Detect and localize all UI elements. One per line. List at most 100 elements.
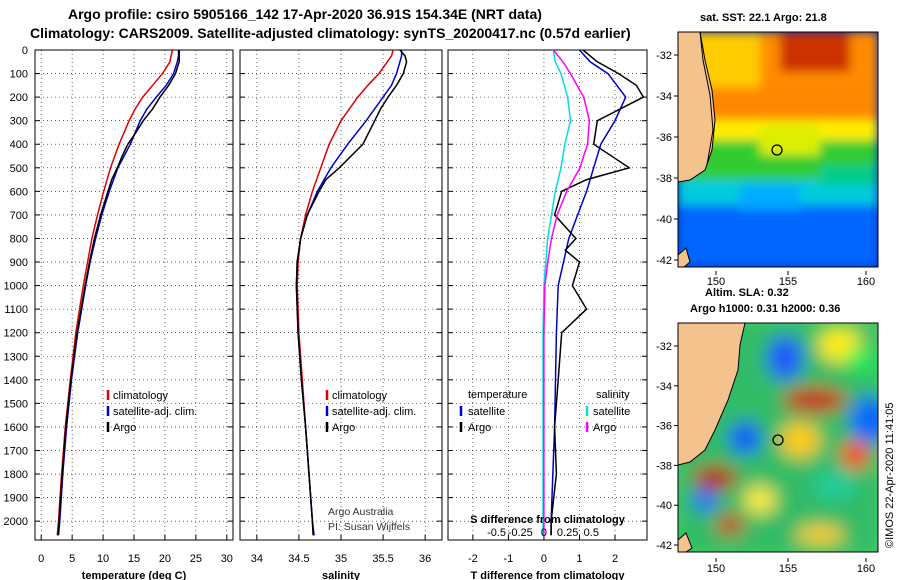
map-lon-label: 150 [707,276,725,288]
pressure-tick-label: 300 [10,116,28,128]
map-lon-label: 160 [857,563,875,575]
sla-map-title-1: Altim. SLA: 0.32 [705,287,789,299]
x-tick-label: 2 [612,553,618,565]
map-lat-label: -32 [656,341,672,353]
difference-panel: -2 -1 0 1 2 T difference from climatology -0.5… [447,49,648,580]
series-group [56,50,180,536]
map-lon-label: 155 [779,563,797,575]
title-line-1: Argo profile: csiro 5905166_142 17-Apr-2… [68,6,542,22]
x-tick-label: 36 [419,553,431,565]
series-line-s-satellite [542,50,572,536]
x-tick-label: 20 [159,553,171,565]
map-lat-label: -34 [656,91,672,103]
x-axis-label: salinity [322,570,361,580]
pressure-tick-label: 1500 [4,398,28,410]
pressure-tick-label: 600 [10,186,28,198]
x-axis-label: T difference from climatology [470,570,625,580]
x-tick-label: 34.5 [288,553,309,565]
credit-line-1: Argo Australia [328,506,394,518]
map-lat-label: -38 [656,460,672,472]
pressure-tick-label: 1100 [4,304,28,316]
x-axis-label: temperature (deg C) [82,570,187,580]
pressure-tick-label: 1200 [4,328,28,340]
map-lat-label: -32 [656,50,672,62]
legend-label: satellite-adj. clim. [113,406,197,418]
pressure-tick-label: 1700 [4,445,28,457]
legend-label: satellite [593,406,630,418]
s-tick-label: -0.25 [508,527,533,539]
legend-label: Argo [113,422,136,434]
x-tick-label: -1 [504,553,514,565]
series-line-argo [295,50,408,536]
argo-position-marker-sst [771,144,783,156]
x-tick-label: 5 [69,553,75,565]
map-lon-label: 155 [779,276,797,288]
legend-label: satellite [468,406,505,418]
pressure-tick-label: 1900 [4,493,28,505]
map-lon-label: 150 [707,563,725,575]
x-tick-label: 1 [576,553,582,565]
legend-title-temperature: temperature [468,389,527,401]
pressure-tick-label: 700 [10,210,28,222]
sst-map-title: sat. SST: 22.1 Argo: 21.8 [700,12,827,24]
x-tick-label: 30 [221,553,233,565]
legend-title-salinity: salinity [596,389,630,401]
temperature-panel: 0100200300400500600700800900100011001200… [4,45,234,580]
credit-line-2: PI: Susan Wijffels [328,521,410,533]
legend-label: climatology [332,390,388,402]
pressure-tick-label: 1300 [4,351,28,363]
s-axis-label: S difference from climatology [470,514,626,526]
salinity-panel: 34 34.5 35 35.5 36 salinity climatology satelli… [239,49,443,580]
map-lat-label: -34 [656,381,672,393]
map-lat-label: -36 [656,132,672,144]
pressure-tick-label: 2000 [4,516,28,528]
series-line-t-satellite [550,50,627,536]
x-tick-label: 35.5 [372,553,393,565]
pressure-tick-label: 1600 [4,422,28,434]
x-tick-label: 25 [190,553,202,565]
legend-label: Argo [468,422,491,434]
map-lat-label: -36 [656,421,672,433]
pressure-tick-label: 1800 [4,469,28,481]
legend-label: satellite-adj. clim. [332,406,416,418]
pressure-tick-label: 900 [10,257,28,269]
sla-map-title-2: Argo h1000: 0.31 h2000: 0.36 [690,303,841,315]
map-lat-label: -40 [656,214,672,226]
x-tick-label: 0 [541,553,547,565]
map-lat-label: -40 [656,500,672,512]
x-tick-label: 0 [38,553,44,565]
plot-frame [447,49,648,541]
series-line-argo [57,50,180,536]
s-tick-label: 0.25 [557,527,578,539]
series-group [295,50,408,536]
map-lat-label: -42 [656,255,672,267]
legend-label: Argo [593,422,616,434]
series-line-t-argo [550,50,645,536]
s-tick-label: 0.5 [584,527,599,539]
series-line-s-argo [543,50,591,536]
pressure-tick-label: 1400 [4,375,28,387]
pressure-tick-label: 200 [10,92,28,104]
x-tick-label: 35 [335,553,347,565]
sst-map [678,32,878,267]
map-lon-label: 160 [857,276,875,288]
x-tick-label: 34 [251,553,263,565]
series-group [542,50,645,536]
s-tick-label: 0 [541,527,547,539]
x-tick-label: 15 [128,553,140,565]
pressure-tick-label: 0 [22,45,28,57]
legend-label: climatology [113,390,169,402]
pressure-tick-label: 100 [10,69,28,81]
x-tick-label: -2 [468,553,478,565]
x-tick-label: 10 [97,553,109,565]
title-line-2: Climatology: CARS2009. Satellite-adjuste… [30,25,631,41]
pressure-tick-label: 1000 [4,281,28,293]
map-lat-label: -38 [656,173,672,185]
pressure-tick-label: 800 [10,233,28,245]
legend-label: Argo [332,422,355,434]
pressure-tick-label: 500 [10,163,28,175]
s-tick-label: -0.5 [487,527,506,539]
pressure-tick-label: 400 [10,139,28,151]
sla-map [678,323,878,552]
